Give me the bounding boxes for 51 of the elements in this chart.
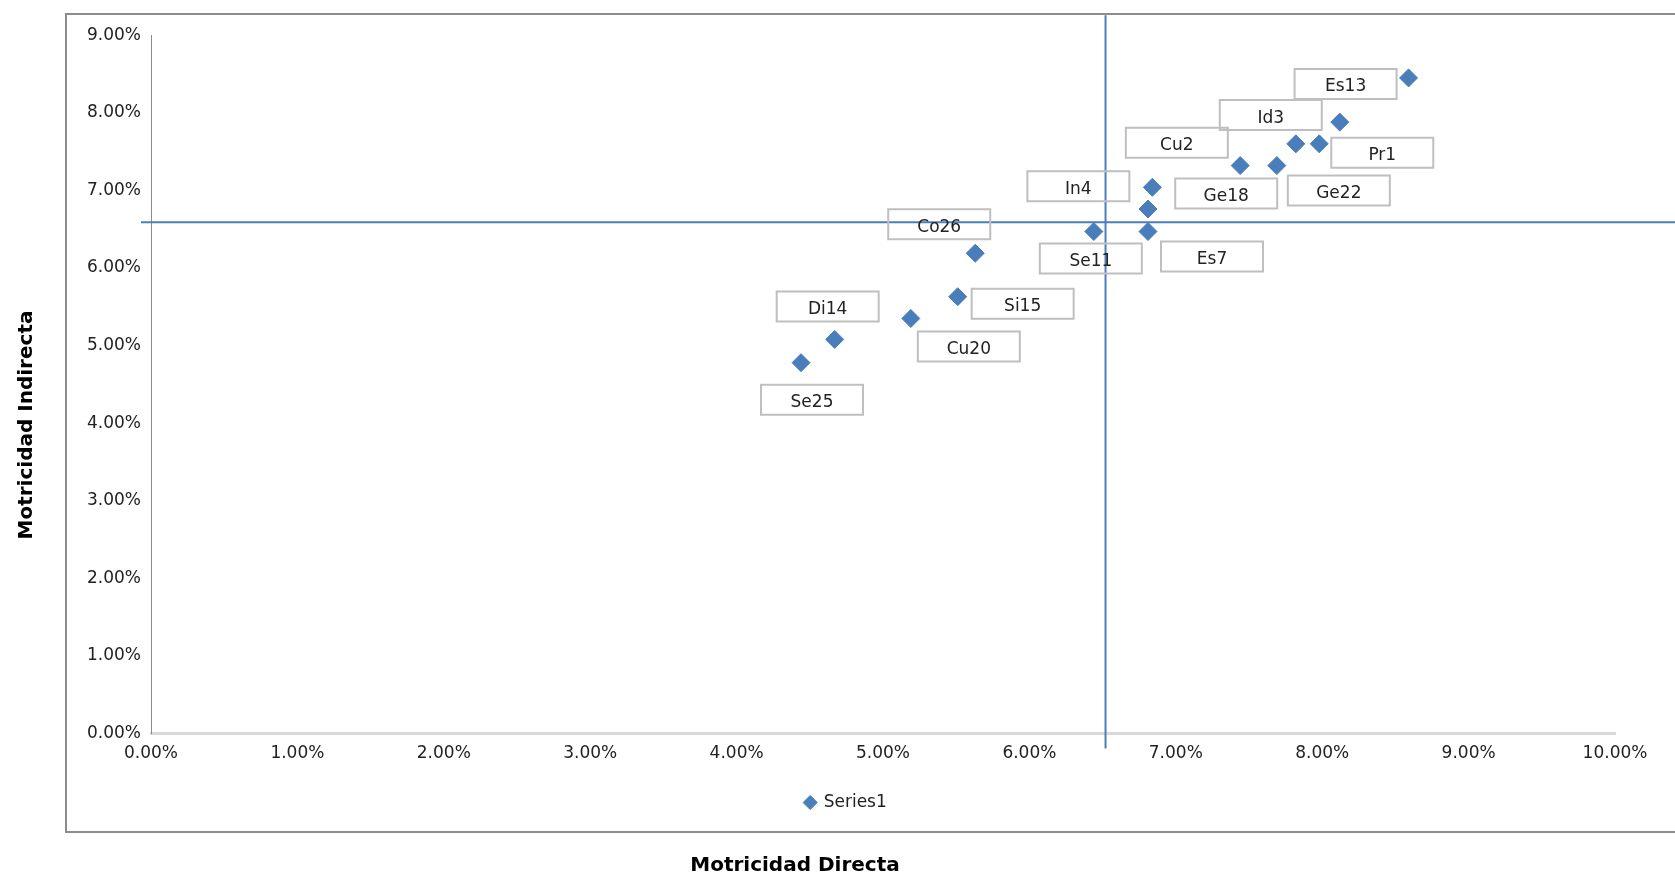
annotation: Pr1 [1368,144,1397,165]
y-tick-label: 6.00% [86,256,141,277]
y-axis-title: Motricidad Indirecta [13,310,37,540]
annotation: Es13 [1324,75,1367,96]
point [825,329,845,349]
point [1330,112,1350,132]
x-tick-label: 6.00% [1002,742,1057,763]
y-tick-label: 8.00% [86,101,141,122]
x-tick-label: 8.00% [1295,742,1350,763]
x-tick-label: 3.00% [563,742,618,763]
x-tick-label: 2.00% [416,742,471,763]
annotation: In4 [1065,177,1092,198]
point [1138,199,1158,219]
annotation: Se25 [790,391,834,412]
x-tick-label: 1.00% [270,742,325,763]
annotation: Cu2 [1160,134,1194,155]
y-tick-label: 1.00% [86,644,141,665]
y-tick-label: 4.00% [86,411,141,432]
point [1230,156,1250,176]
point [948,287,968,307]
point [1084,222,1104,242]
point [1138,222,1158,242]
y-tick-label: 0.00% [86,722,141,743]
point [1286,134,1306,154]
point [1399,68,1419,88]
point [1267,156,1287,176]
annotation: Cu20 [946,337,991,358]
annotation: Ge22 [1316,181,1362,202]
x-tick-label: 0.00% [124,742,179,763]
point [791,353,811,373]
annotation: Id3 [1257,106,1285,127]
x-tick-label: 7.00% [1148,742,1203,763]
y-tick-label: 7.00% [86,178,141,199]
y-tick-label: 5.00% [86,334,141,355]
legend-label: Series1 [823,790,887,811]
annotation: Si15 [1004,295,1042,316]
x-tick-label: 4.00% [709,742,764,763]
x-tick-label: 5.00% [855,742,911,763]
annotation: Ge18 [1203,184,1249,205]
annotation: Di14 [807,297,848,318]
x-axis-title: Motricidad Directa [690,852,900,876]
point [1142,177,1162,197]
point [901,308,921,328]
point [1309,134,1329,154]
x-tick-label: 9.00% [1441,742,1496,763]
y-tick-label: 3.00% [86,489,141,510]
point [965,243,985,263]
y-tick-label: 2.00% [86,566,141,587]
y-tick-label: 9.00% [86,23,141,44]
annotation: Es7 [1196,247,1228,268]
x-tick-label: 10.00% [1582,742,1648,763]
